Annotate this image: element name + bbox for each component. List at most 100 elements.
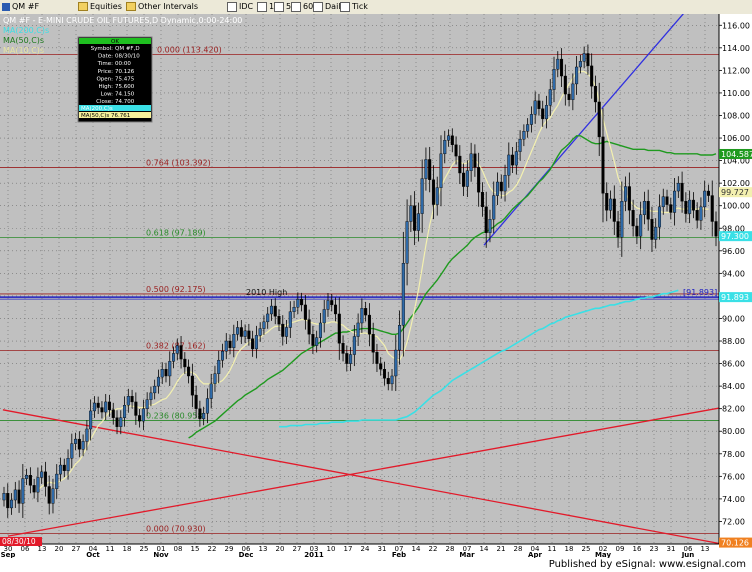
bar-body (262, 321, 266, 329)
bar-body (676, 182, 680, 192)
bar-body (669, 204, 673, 213)
price-bar (107, 394, 112, 417)
bar-body (582, 53, 586, 62)
day-tick-label: 14 (480, 545, 489, 553)
price-bar (89, 399, 93, 441)
price-marker: 104.587 (719, 148, 752, 159)
price-bar (81, 434, 85, 457)
bar-body (586, 53, 590, 67)
bar-body (571, 83, 575, 100)
price-bar (303, 294, 307, 330)
bar-body (239, 327, 243, 337)
bar-body (198, 408, 202, 420)
price-tick-label: 90.00 (722, 314, 745, 323)
data-window-ok[interactable]: OK (111, 39, 119, 45)
price-bar (2, 486, 6, 507)
button-5[interactable]: 5 (274, 1, 291, 13)
data-window-row-value: QM #F,D (115, 46, 140, 52)
bar-body (70, 443, 74, 459)
price-bar (699, 197, 703, 230)
price-bar (10, 493, 14, 515)
price-bar (300, 292, 304, 312)
chart-area[interactable]: 0.000 (113.420) 0.764 (103.392) 0.618 (97.… (0, 7, 752, 559)
button-idc[interactable]: IDC (227, 1, 253, 13)
price-bar (307, 309, 311, 345)
bar-body (507, 154, 511, 176)
price-bar (624, 176, 628, 212)
symbol-box[interactable]: QM #F (2, 1, 39, 13)
price-bar (172, 346, 176, 369)
price-bar (285, 320, 289, 344)
bar-body (288, 311, 292, 328)
bar-body (2, 493, 6, 501)
price-bar (92, 396, 96, 418)
price-bar (345, 345, 349, 372)
price-bar (401, 231, 405, 357)
price-bar (526, 118, 530, 138)
bar-body (89, 410, 93, 430)
price-bar (416, 202, 420, 242)
bar-body (454, 144, 458, 157)
button-1[interactable]: 1 (257, 1, 274, 13)
bar-body (416, 213, 420, 231)
price-bar (537, 93, 541, 116)
bar-body (447, 135, 451, 141)
price-bar (492, 181, 496, 234)
folder-other-intervals[interactable]: Other Intervals (126, 1, 198, 13)
bar-body (563, 75, 567, 95)
legend-ma50: MA(50,C)s (3, 36, 44, 45)
price-chart[interactable]: 0.000 (113.420) 0.764 (103.392) 0.618 (97.… (0, 7, 752, 559)
day-tick-label: 06 (684, 545, 693, 553)
price-bar (352, 325, 356, 367)
price-bar (43, 461, 47, 497)
price-bar (469, 142, 473, 182)
bar-body (371, 334, 375, 353)
price-bar (104, 393, 108, 421)
month-label: Oct (86, 551, 100, 558)
fib-label: 0.236 (80.958) (146, 411, 206, 420)
bar-body (21, 478, 25, 504)
bar-body (556, 58, 560, 70)
cursor-date-label: 08/30/10 (2, 537, 36, 546)
day-tick-label: 25 (140, 545, 149, 553)
button-tick[interactable]: Tick (340, 1, 368, 13)
bar-body (673, 190, 677, 213)
bar-body (43, 471, 47, 487)
button-daily[interactable]: Daily (313, 1, 345, 13)
data-window-row-value: 08/30/10 (115, 54, 140, 60)
price-tick-label: 108.00 (722, 111, 750, 120)
data-window-row-value: 75.600 (115, 84, 135, 90)
price-bar (639, 201, 643, 250)
day-tick-label: 18 (123, 545, 132, 553)
bar-body (13, 489, 17, 501)
bar-body (96, 402, 100, 408)
bar-body (382, 369, 387, 379)
price-bar (236, 321, 240, 341)
bar-body (337, 313, 341, 344)
price-bar (544, 95, 548, 129)
time-axis[interactable]: 30 06 13 20 27 04 11 18 25 01 08 15 22 29 06 13 20 27 03 10… (0, 537, 752, 559)
chart-title: QM #F - E-MINI CRUDE OIL FUTURES,D Dynam… (3, 16, 242, 25)
bar-body (168, 361, 172, 377)
button-60[interactable]: 60 (291, 1, 313, 13)
bar-body (32, 485, 36, 493)
folder-equities[interactable]: Equities (78, 1, 122, 13)
price-bar (593, 75, 597, 113)
month-label: Dec (239, 551, 254, 558)
data-window-row-label: Low: (101, 92, 114, 98)
price-marker-bg (719, 231, 752, 242)
price-bar (119, 410, 123, 435)
price-bar (390, 369, 394, 391)
bar-body (149, 392, 153, 400)
bar-body (420, 178, 424, 214)
bar-body (6, 493, 10, 509)
price-bar (431, 165, 435, 220)
price-axis[interactable]: 72.00 74.00 76.00 78.00 80.00 82.00 84.00 86.00… (718, 14, 752, 558)
price-bar (134, 392, 138, 425)
price-tick-label: 76.00 (722, 472, 745, 481)
bar-body (379, 363, 383, 370)
bar-body (77, 438, 81, 450)
bar-body (172, 353, 176, 362)
day-tick-label: 20 (55, 545, 64, 553)
